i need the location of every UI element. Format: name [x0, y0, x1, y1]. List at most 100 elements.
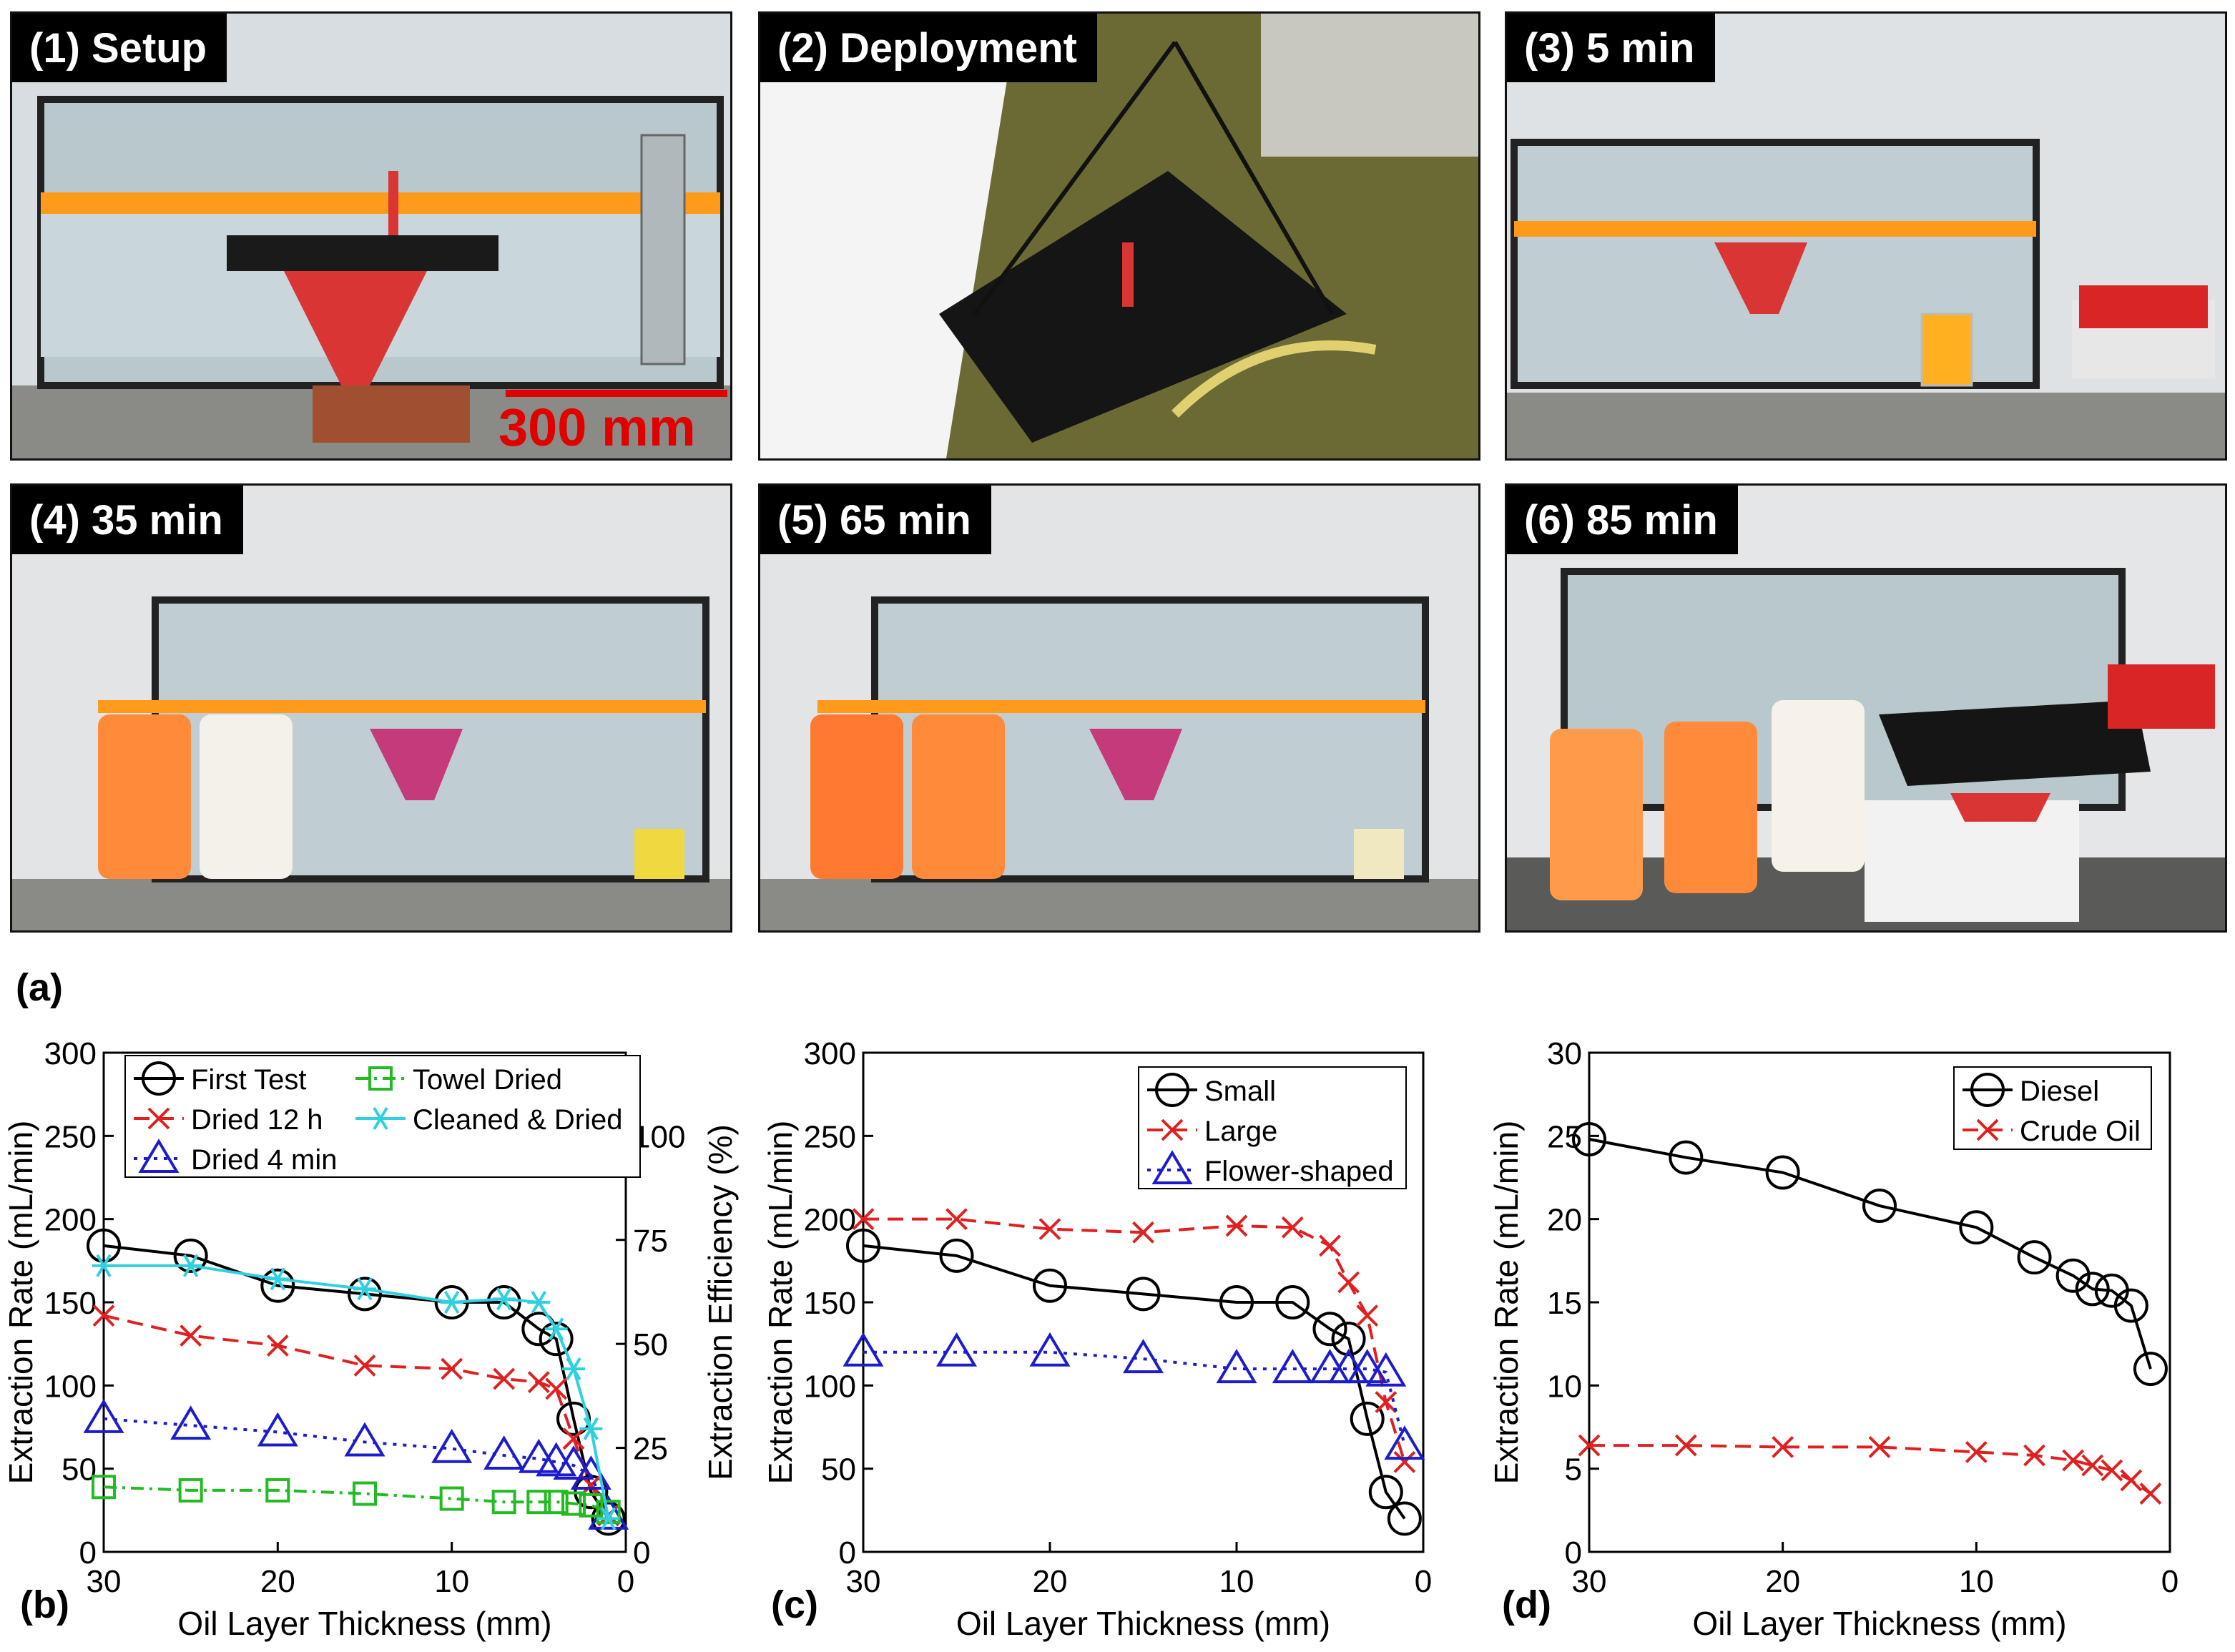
photo-35min: (4) 35 min: [10, 483, 732, 933]
x-axis-label: Oil Layer Thickness (mm): [177, 1605, 551, 1642]
figure-label-a: (a): [16, 966, 63, 1009]
data-point: [1029, 1332, 1071, 1367]
series-towel-dried: [92, 1475, 621, 1525]
y-tick-label: 30: [1547, 1036, 1582, 1071]
y-tick-label: 250: [44, 1119, 97, 1154]
legend: Small Large Flower-shaped: [1138, 1066, 1407, 1189]
photo-label: (5) 65 min: [760, 486, 991, 554]
photo-setup: (1) Setup 300 mm: [10, 11, 732, 461]
data-point: [526, 1490, 551, 1515]
data-point: [1312, 1312, 1347, 1347]
data-point: [493, 1367, 516, 1390]
data-point: [2133, 1352, 2168, 1387]
photo-85min-image: [1507, 486, 2225, 930]
data-point: [1319, 1234, 1341, 1257]
data-point: [544, 1490, 569, 1515]
data-point: [491, 1490, 516, 1515]
x-tick-label: 20: [260, 1564, 295, 1599]
legend-entry: Cleaned & Dried: [413, 1104, 623, 1136]
legend-entry: Flower-shaped: [1204, 1156, 1394, 1187]
data-point: [591, 1501, 626, 1536]
data-point: [2081, 1454, 2104, 1477]
y-tick-label: 300: [44, 1036, 97, 1071]
data-point: [539, 1322, 574, 1357]
data-point: [852, 1208, 875, 1231]
y-tick-label: 300: [804, 1036, 856, 1071]
series-line: [103, 1314, 610, 1516]
series-dried-12-h: [92, 1304, 620, 1527]
data-point: [1868, 1436, 1891, 1458]
series-dried-4-min: [83, 1398, 629, 1530]
x-tick-label: 30: [846, 1564, 881, 1599]
legend-box: [1138, 1066, 1407, 1189]
legend-swatch-marker: [138, 1139, 180, 1173]
y-right-tick-label: 0: [633, 1535, 650, 1570]
photo-label: (4) 35 min: [12, 486, 243, 554]
data-point: [2023, 1444, 2045, 1467]
series-crude-oil: [1578, 1434, 2162, 1505]
data-point: [179, 1254, 202, 1277]
photo-65min: (5) 65 min: [758, 483, 1480, 933]
data-point: [257, 1412, 298, 1447]
data-point: [483, 1435, 525, 1470]
data-point: [353, 1354, 376, 1377]
series-line: [863, 1217, 1406, 1462]
data-point: [1365, 1352, 1407, 1387]
data-point: [843, 1332, 884, 1367]
photo-label: (1) Setup: [12, 14, 227, 82]
y-tick-label: 100: [44, 1369, 97, 1404]
photo-deployment-image: [760, 14, 1478, 458]
data-point: [1347, 1349, 1388, 1384]
data-point: [518, 1438, 559, 1473]
data-point: [266, 1267, 290, 1291]
x-tick-label: 30: [1572, 1564, 1607, 1599]
data-point: [348, 1277, 382, 1312]
data-point: [2120, 1469, 2143, 1492]
y-tick-label: 200: [44, 1203, 97, 1238]
y-tick-label: 250: [804, 1119, 856, 1154]
data-point: [1132, 1221, 1154, 1244]
data-point: [1219, 1285, 1254, 1319]
data-point: [2062, 1449, 2085, 1472]
data-point: [1387, 1501, 1422, 1536]
y-tick-label: 150: [44, 1286, 97, 1321]
legend: First Test Dried 12 h Dried 4 min Towel Dri…: [124, 1055, 641, 1178]
y-right-axis-label: Extraction Efficiency (%): [702, 1124, 739, 1480]
legend-swatch-marker: [147, 1107, 170, 1130]
x-tick-label: 0: [2161, 1564, 2178, 1599]
data-point: [1281, 1216, 1304, 1239]
data-point: [1309, 1349, 1351, 1384]
series-line: [103, 1417, 610, 1516]
data-point: [1674, 1434, 1697, 1457]
data-point: [939, 1238, 974, 1273]
legend-entry: Diesel: [2020, 1076, 2099, 1107]
y-tick-label: 50: [62, 1452, 97, 1488]
data-point: [1368, 1475, 1403, 1510]
photo-35min-image: [12, 486, 730, 930]
legend-entry: Dried 4 min: [191, 1144, 338, 1176]
legend-entry: Large: [1204, 1116, 1277, 1147]
data-point: [1384, 1425, 1425, 1460]
data-point: [353, 1481, 377, 1506]
data-point: [1328, 1349, 1370, 1384]
data-point: [1033, 1268, 1067, 1303]
data-point: [1375, 1391, 1398, 1414]
data-point: [527, 1371, 550, 1394]
legend: Diesel Crude Oil: [1953, 1066, 2152, 1150]
series-line: [863, 1350, 1406, 1446]
x-tick-label: 0: [617, 1564, 634, 1599]
y-tick-label: 50: [821, 1452, 856, 1488]
data-point: [544, 1317, 568, 1341]
data-point: [553, 1445, 594, 1480]
data-point: [441, 1357, 463, 1380]
data-point: [178, 1478, 203, 1503]
data-point: [2055, 1258, 2091, 1293]
data-point: [260, 1268, 295, 1303]
data-point: [596, 1507, 620, 1530]
data-point: [2075, 1272, 2110, 1307]
photo-85min: (6) 85 min: [1505, 483, 2227, 933]
